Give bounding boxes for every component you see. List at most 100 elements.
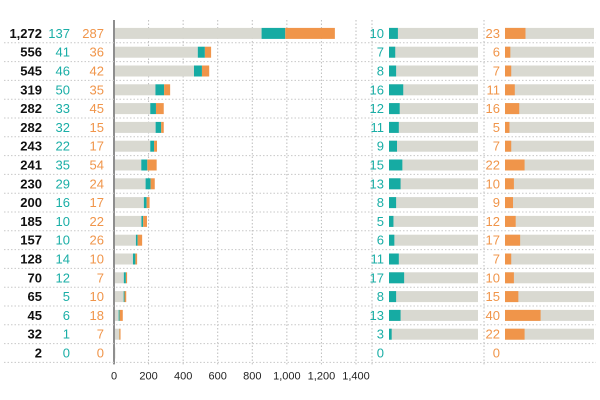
bar-other xyxy=(115,309,119,321)
orange-count-label: 18 xyxy=(90,308,104,323)
teal-percent-label: 15 xyxy=(370,158,384,173)
teal-percent-bar xyxy=(389,178,401,190)
data-row: 65 5 10 8 15 xyxy=(4,289,596,307)
x-tick-label: 1,400 xyxy=(342,370,370,382)
orange-count-label: 15 xyxy=(90,120,104,135)
orange-percent-bar xyxy=(505,159,525,171)
teal-count-label: 35 xyxy=(56,158,70,173)
bar-other xyxy=(115,84,156,96)
orange-percent-label: 11 xyxy=(487,82,501,97)
orange-percent-track xyxy=(505,272,594,284)
teal-percent-bar xyxy=(389,27,398,39)
bar-orange xyxy=(204,46,212,58)
teal-percent-track xyxy=(389,272,478,284)
orange-percent-bar xyxy=(505,253,512,265)
orange-percent-track xyxy=(505,159,594,171)
teal-percent-track xyxy=(389,46,478,58)
orange-percent-track xyxy=(505,253,594,265)
teal-percent-bar xyxy=(389,291,397,303)
orange-percent-bar xyxy=(505,309,541,321)
teal-percent-label: 8 xyxy=(377,195,384,210)
teal-percent-bar xyxy=(389,253,399,265)
teal-count-label: 29 xyxy=(56,176,70,191)
teal-percent-track xyxy=(389,328,478,340)
bar-orange xyxy=(285,27,335,39)
total-label: 319 xyxy=(20,82,42,97)
total-label: 200 xyxy=(20,195,42,210)
data-row: 128 14 10 11 7 xyxy=(4,252,596,269)
bar-teal xyxy=(118,309,120,321)
orange-percent-bar xyxy=(505,84,515,96)
bar-other xyxy=(115,178,146,190)
x-tick-label: 600 xyxy=(209,370,227,382)
orange-count-label: 35 xyxy=(90,82,104,97)
orange-percent-bar xyxy=(505,178,514,190)
bar-orange xyxy=(124,291,127,303)
bar-teal xyxy=(150,140,155,152)
orange-percent-label: 10 xyxy=(486,176,500,191)
orange-count-label: 54 xyxy=(90,158,104,173)
orange-percent-track xyxy=(505,103,594,115)
bar-orange xyxy=(164,84,171,96)
total-label: 282 xyxy=(20,120,42,135)
bar-teal xyxy=(141,159,148,171)
orange-count-label: 17 xyxy=(90,195,104,210)
orange-percent-bar xyxy=(505,27,526,39)
orange-percent-track xyxy=(505,84,594,96)
teal-percent-label: 12 xyxy=(370,101,384,116)
teal-percent-track xyxy=(389,178,478,190)
data-row: 1,272 137 287 10 23 xyxy=(4,26,596,44)
orange-percent-track xyxy=(505,291,594,303)
teal-percent-track xyxy=(389,27,478,39)
bar-other xyxy=(115,103,151,115)
teal-percent-track xyxy=(389,84,478,96)
bar-other xyxy=(115,140,151,152)
bar-teal xyxy=(155,84,165,96)
orange-percent-bar xyxy=(505,65,512,77)
orange-percent-label: 10 xyxy=(486,270,500,285)
teal-percent-bar xyxy=(389,84,404,96)
bar-teal xyxy=(141,215,144,227)
teal-percent-label: 7 xyxy=(377,45,384,60)
teal-percent-track xyxy=(389,103,478,115)
orange-percent-label: 0 xyxy=(493,346,500,361)
orange-percent-label: 22 xyxy=(486,158,500,173)
grid-layer xyxy=(113,20,485,365)
teal-percent-label: 0 xyxy=(377,346,384,361)
teal-count-label: 12 xyxy=(56,270,70,285)
teal-percent-track xyxy=(389,309,478,321)
total-label: 45 xyxy=(28,308,42,323)
teal-percent-track xyxy=(389,121,478,133)
x-tick-label: 1,200 xyxy=(308,370,336,382)
bar-orange xyxy=(155,103,164,115)
data-row: 282 32 15 11 5 xyxy=(4,120,596,138)
teal-count-label: 1 xyxy=(63,327,70,342)
orange-count-label: 24 xyxy=(90,176,104,191)
teal-percent-bar xyxy=(389,65,397,77)
bar-orange xyxy=(137,234,143,246)
orange-percent-track xyxy=(505,140,594,152)
teal-count-label: 10 xyxy=(56,233,70,248)
data-row: 243 22 17 9 7 xyxy=(4,139,596,157)
teal-percent-label: 8 xyxy=(377,289,384,304)
orange-percent-label: 6 xyxy=(493,45,500,60)
total-label: 65 xyxy=(28,289,42,304)
total-label: 556 xyxy=(20,45,42,60)
bar-orange xyxy=(135,253,138,265)
orange-percent-label: 7 xyxy=(493,252,500,267)
orange-percent-track xyxy=(505,309,594,321)
teal-percent-bar xyxy=(389,215,394,227)
total-label: 2 xyxy=(35,346,42,361)
orange-count-label: 17 xyxy=(90,139,104,154)
bar-teal xyxy=(145,178,151,190)
data-row: 32 1 7 3 22 xyxy=(4,327,596,345)
bar-teal xyxy=(261,27,286,39)
teal-percent-bar xyxy=(389,46,396,58)
bar-teal xyxy=(150,103,156,115)
teal-percent-track xyxy=(389,65,478,77)
bar-orange xyxy=(154,140,158,152)
bar-other xyxy=(115,272,124,284)
bar-other xyxy=(115,46,198,58)
bar-orange xyxy=(119,328,121,340)
x-tick-label: 400 xyxy=(174,370,192,382)
